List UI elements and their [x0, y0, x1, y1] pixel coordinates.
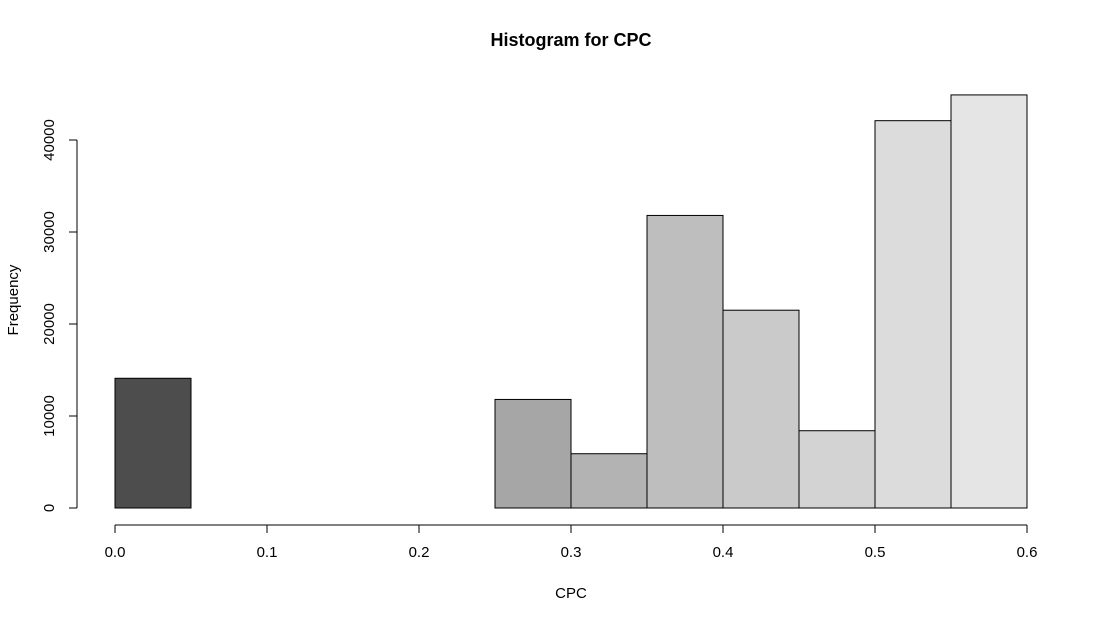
- x-tick-label: 0.0: [105, 544, 126, 561]
- y-tick-label: 0: [41, 504, 58, 512]
- y-tick-label: 40000: [41, 119, 58, 161]
- bar: [570, 453, 648, 509]
- x-tick-label: 0.3: [561, 544, 582, 561]
- x-tick-label: 0.5: [865, 544, 886, 561]
- chart-title: Histogram for CPC: [490, 30, 651, 50]
- x-tick-label: 0.4: [713, 544, 734, 561]
- x-tick-label: 0.6: [1017, 544, 1038, 561]
- bar: [798, 430, 876, 509]
- bar: [114, 377, 192, 509]
- y-tick-label: 20000: [41, 303, 58, 345]
- x-tick-label: 0.1: [257, 544, 278, 561]
- y-axis-label: Frequency: [5, 264, 22, 335]
- bar: [874, 120, 952, 509]
- bar: [494, 398, 572, 509]
- x-tick-label: 0.2: [409, 544, 430, 561]
- bar: [646, 214, 724, 509]
- x-axis-label: CPC: [555, 585, 587, 602]
- bar: [722, 309, 800, 509]
- y-tick-label: 10000: [41, 395, 58, 437]
- y-tick-label: 30000: [41, 211, 58, 253]
- bar: [950, 94, 1028, 509]
